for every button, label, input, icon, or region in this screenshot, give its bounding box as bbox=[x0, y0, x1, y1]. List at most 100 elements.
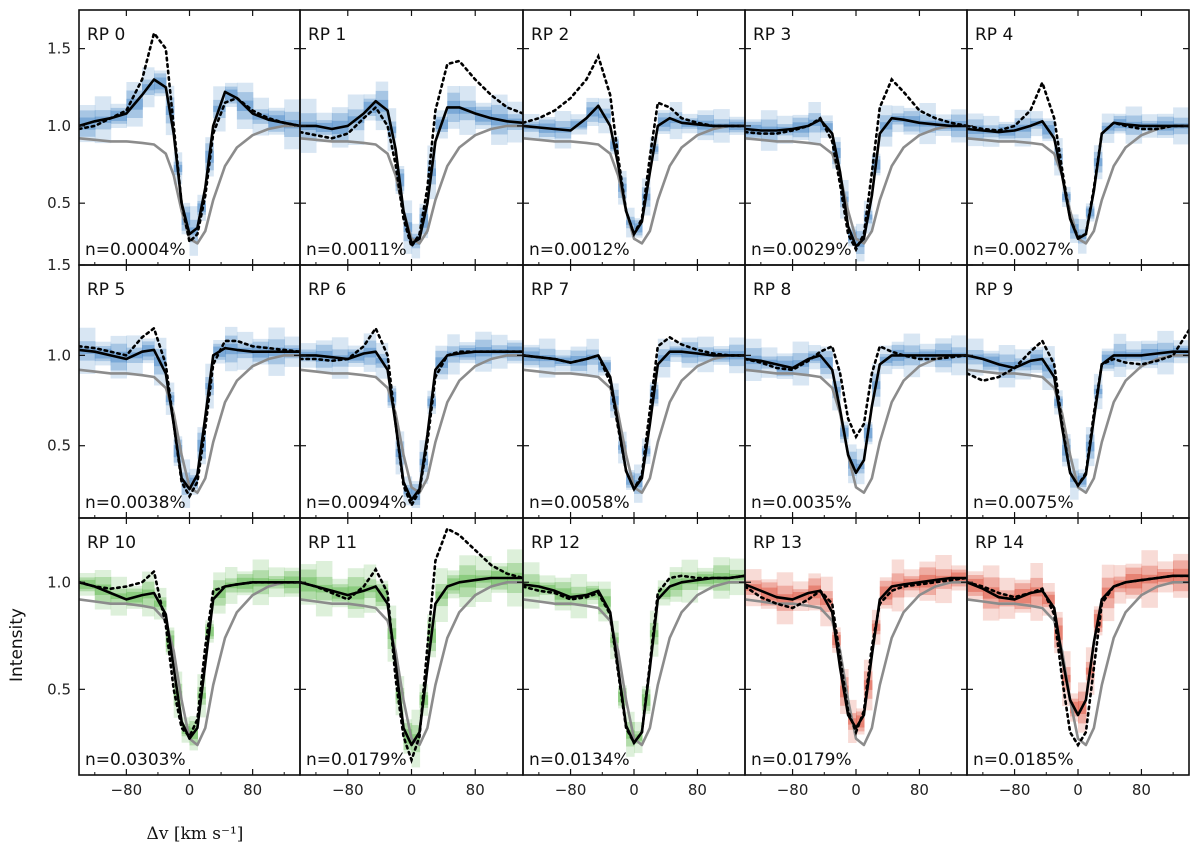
x-tick-label: 80 bbox=[1132, 781, 1151, 799]
reference-line bbox=[967, 581, 1189, 747]
reference-line bbox=[300, 354, 523, 494]
panel-label: RP 9 bbox=[975, 280, 1013, 300]
x-axis-title: Δv [km s⁻¹] bbox=[147, 824, 244, 844]
panel-label: RP 13 bbox=[753, 533, 802, 553]
panel-rp-1: RP 1 n=0.0011% bbox=[299, 9, 524, 266]
panel-rp-9: RP 9 n=0.0075% bbox=[966, 264, 1190, 519]
panel-label: RP 11 bbox=[308, 533, 357, 553]
member-fraction-label: n=0.0179% bbox=[306, 750, 407, 770]
panel-plot-area bbox=[523, 52, 745, 245]
reference-line bbox=[523, 124, 745, 245]
y-tick-label: 1.5 bbox=[47, 40, 71, 58]
member-fraction-label: n=0.0012% bbox=[529, 240, 630, 260]
x-tick-label: 80 bbox=[243, 781, 262, 799]
comparison-dotted-line bbox=[300, 526, 523, 765]
panel-plot-area bbox=[967, 550, 1189, 748]
panel-rp-10: −80 0 80 0.5 1.0 RP 10 n=0.0303% bbox=[47, 517, 301, 799]
mean-profile-line bbox=[523, 104, 745, 236]
panel-rp-6: RP 6 n=0.0094% bbox=[299, 264, 524, 519]
mean-profile-line bbox=[523, 574, 745, 745]
x-tick-label: 80 bbox=[466, 781, 485, 799]
comparison-dotted-line bbox=[79, 569, 300, 739]
panel-rp-5: 0.5 1.0 1.5 RP 5 n=0.0038% bbox=[47, 256, 301, 519]
panel-plot-area bbox=[745, 77, 967, 262]
comparison-dotted-line bbox=[745, 576, 967, 736]
panel-plot-area bbox=[523, 557, 745, 757]
panel-label: RP 3 bbox=[753, 25, 791, 45]
x-tick-label: −80 bbox=[999, 781, 1031, 799]
mean-profile-line bbox=[523, 350, 745, 491]
y-axis-title: Intensity bbox=[7, 608, 27, 682]
panel-plot-area bbox=[79, 326, 300, 508]
y-tick-label: 1.0 bbox=[47, 117, 71, 135]
y-tick-label: 1.0 bbox=[47, 346, 71, 364]
panel-plot-area bbox=[967, 78, 1189, 254]
panel-label: RP 10 bbox=[87, 533, 136, 553]
panel-label: RP 14 bbox=[975, 533, 1024, 553]
panel-label: RP 1 bbox=[308, 25, 346, 45]
member-fraction-label: n=0.0303% bbox=[85, 750, 186, 770]
y-tick-label: 0.5 bbox=[47, 680, 71, 698]
y-tick-label: 0.5 bbox=[47, 194, 71, 212]
member-fraction-label: n=0.0075% bbox=[973, 493, 1074, 513]
panel-plot-area bbox=[523, 335, 745, 503]
member-fraction-label: n=0.0134% bbox=[529, 750, 630, 770]
mean-profile-line bbox=[967, 120, 1189, 240]
panel-label: RP 4 bbox=[975, 25, 1013, 45]
y-tick-label: 1.0 bbox=[47, 573, 71, 591]
panel-plot-area bbox=[300, 325, 523, 509]
member-fraction-label: n=0.0058% bbox=[529, 493, 630, 513]
member-fraction-label: n=0.0035% bbox=[751, 493, 852, 513]
comparison-dotted-line bbox=[745, 344, 967, 440]
panel-label: RP 0 bbox=[87, 25, 125, 45]
mean-profile-line bbox=[967, 350, 1189, 487]
member-fraction-label: n=0.0004% bbox=[85, 240, 186, 260]
mean-profile-line bbox=[745, 576, 967, 730]
panel-rp-2: RP 2 n=0.0012% bbox=[522, 9, 746, 266]
panel-rp-12: −80 0 80 RP 12 n=0.0134% bbox=[522, 517, 746, 799]
reference-line bbox=[745, 581, 967, 747]
x-tick-label: 80 bbox=[688, 781, 707, 799]
panel-plot-area bbox=[967, 328, 1189, 500]
y-tick-label: 0.5 bbox=[47, 437, 71, 455]
y-tick-label: 1.5 bbox=[47, 256, 71, 274]
comparison-dotted-line bbox=[79, 326, 300, 500]
panel-label: RP 8 bbox=[753, 280, 791, 300]
panel-label: RP 2 bbox=[531, 25, 569, 45]
panel-rp-11: −80 0 80 RP 11 n=0.0179% bbox=[299, 517, 524, 799]
x-tick-label: 0 bbox=[629, 781, 639, 799]
x-tick-label: 0 bbox=[851, 781, 861, 799]
comparison-dotted-line bbox=[745, 77, 967, 253]
panel-plot-area bbox=[300, 526, 523, 768]
mean-profile-line bbox=[967, 574, 1189, 717]
x-tick-label: 0 bbox=[185, 781, 195, 799]
panel-rp-8: RP 8 n=0.0035% bbox=[744, 264, 968, 519]
panel-rp-7: RP 7 n=0.0058% bbox=[522, 264, 746, 519]
reference-line bbox=[745, 124, 967, 245]
mean-profile-line bbox=[300, 99, 523, 245]
panel-grid: 0.5 1.0 1.5 RP 0 n=0.0004% RP 1 n=0.0011% RP 2 n… bbox=[47, 9, 1190, 799]
panel-label: RP 6 bbox=[308, 280, 346, 300]
reference-line bbox=[523, 581, 745, 747]
mean-profile-line bbox=[79, 346, 300, 491]
x-tick-label: 0 bbox=[407, 781, 417, 799]
member-fraction-label: n=0.0185% bbox=[973, 750, 1074, 770]
member-fraction-label: n=0.0029% bbox=[751, 240, 852, 260]
panel-label: RP 12 bbox=[531, 533, 580, 553]
mean-profile-line bbox=[745, 354, 967, 475]
member-fraction-label: n=0.0094% bbox=[306, 493, 407, 513]
mean-profile-line bbox=[79, 78, 300, 236]
panel-plot-area bbox=[79, 30, 300, 256]
x-tick-label: −80 bbox=[555, 781, 587, 799]
x-tick-label: −80 bbox=[332, 781, 364, 799]
x-tick-label: −80 bbox=[111, 781, 143, 799]
x-tick-label: 0 bbox=[1073, 781, 1083, 799]
member-fraction-label: n=0.0011% bbox=[306, 240, 407, 260]
x-tick-label: −80 bbox=[777, 781, 809, 799]
member-fraction-label: n=0.0027% bbox=[973, 240, 1074, 260]
panel-label: RP 5 bbox=[87, 280, 125, 300]
panel-rp-13: −80 0 80 RP 13 n=0.0179% bbox=[744, 517, 968, 799]
x-tick-label: 80 bbox=[910, 781, 929, 799]
comparison-dotted-line bbox=[300, 59, 523, 250]
comparison-dotted-line bbox=[967, 78, 1189, 239]
